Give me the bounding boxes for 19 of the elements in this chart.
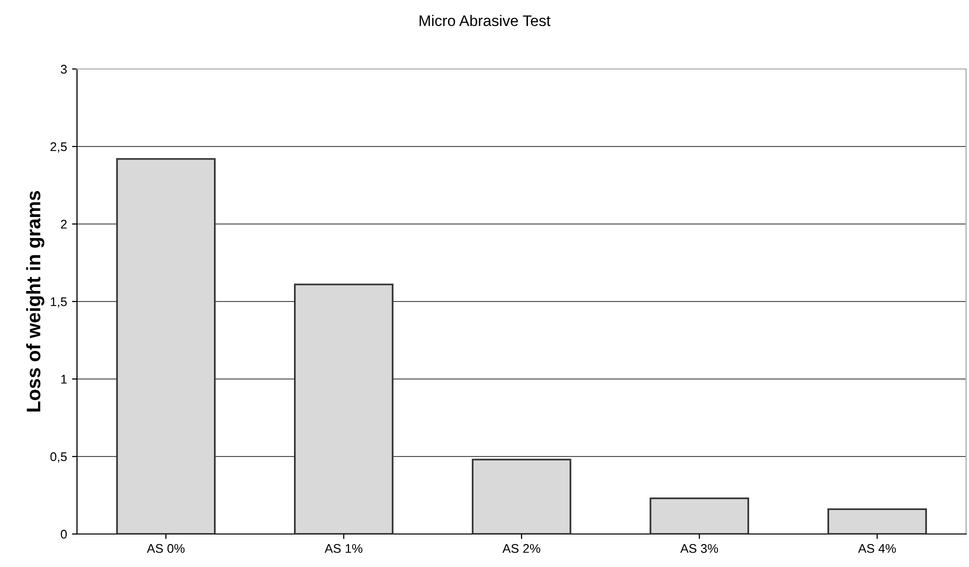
y-tick-label: 1 — [61, 374, 67, 384]
bar — [294, 284, 394, 534]
y-tick-label: 1,5 — [50, 297, 67, 308]
chart-title: Micro Abrasive Test — [420, 14, 550, 26]
bar — [472, 458, 572, 534]
bar — [827, 508, 927, 534]
y-tick-label: 3 — [60, 64, 67, 74]
x-tick-label: AS 3% — [680, 544, 718, 553]
y-tick-label: 2 — [60, 220, 67, 229]
x-tick-label: AS 4% — [858, 544, 896, 553]
y-tick-label: 0,5 — [50, 452, 67, 463]
x-tick-label: AS 1% — [324, 544, 362, 553]
y-tick-label: 0 — [60, 530, 67, 539]
x-tick-label: AS 2% — [502, 544, 540, 553]
y-tick-label: 2,5 — [50, 142, 67, 153]
bar — [650, 498, 750, 534]
x-tick-label: AS 0% — [146, 544, 185, 553]
y-axis-title: Loss of weight in grams — [26, 191, 44, 412]
bar — [116, 158, 216, 534]
